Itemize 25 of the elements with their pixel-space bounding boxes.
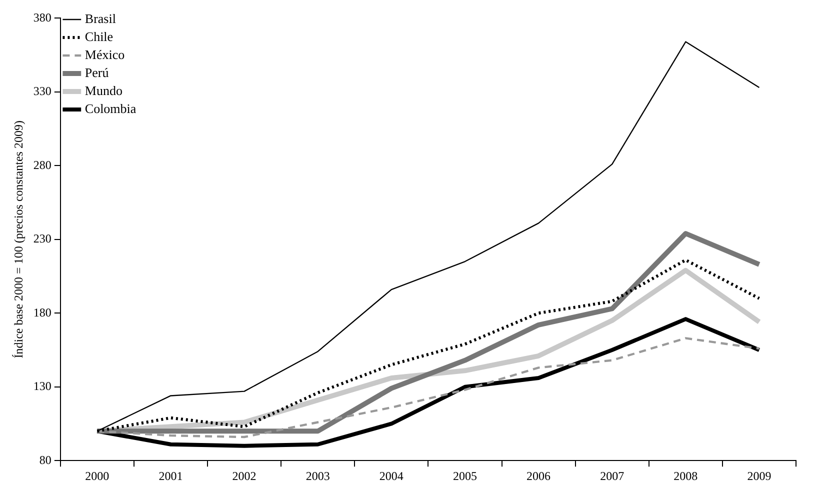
- x-tick-label: 2003: [306, 468, 330, 483]
- x-tick-label: 2000: [85, 468, 110, 483]
- y-tick-label: 280: [33, 158, 52, 172]
- legend-label: Chile: [84, 28, 114, 44]
- x-tick-label: 2002: [232, 468, 256, 483]
- legend-label: Brasil: [84, 10, 116, 26]
- legend-label: Perú: [84, 64, 110, 80]
- x-tick-label: 2004: [379, 468, 404, 483]
- line-series: [96, 337, 760, 438]
- x-tick-label: 2006: [526, 468, 551, 483]
- y-tick-label: 180: [33, 305, 52, 320]
- x-tick-label: 2009: [747, 468, 772, 483]
- y-tick-label: 380: [33, 10, 52, 24]
- legend-label: Mundo: [84, 82, 122, 98]
- y-axis-title: Índice base 2000 = 100 (precios constantes 2009): [11, 120, 26, 358]
- y-tick-label: 130: [33, 379, 52, 394]
- y-tick-label: 230: [33, 232, 52, 246]
- y-tick-label: 80: [39, 452, 52, 467]
- x-tick-label: 2008: [674, 468, 698, 483]
- x-tick-label: 2007: [600, 468, 624, 483]
- legend-label: México: [84, 46, 125, 62]
- x-tick-label: 2005: [452, 468, 477, 483]
- y-tick-label: 330: [33, 84, 52, 98]
- x-tick-label: 2001: [158, 468, 183, 483]
- legend-label: Colombia: [84, 100, 136, 116]
